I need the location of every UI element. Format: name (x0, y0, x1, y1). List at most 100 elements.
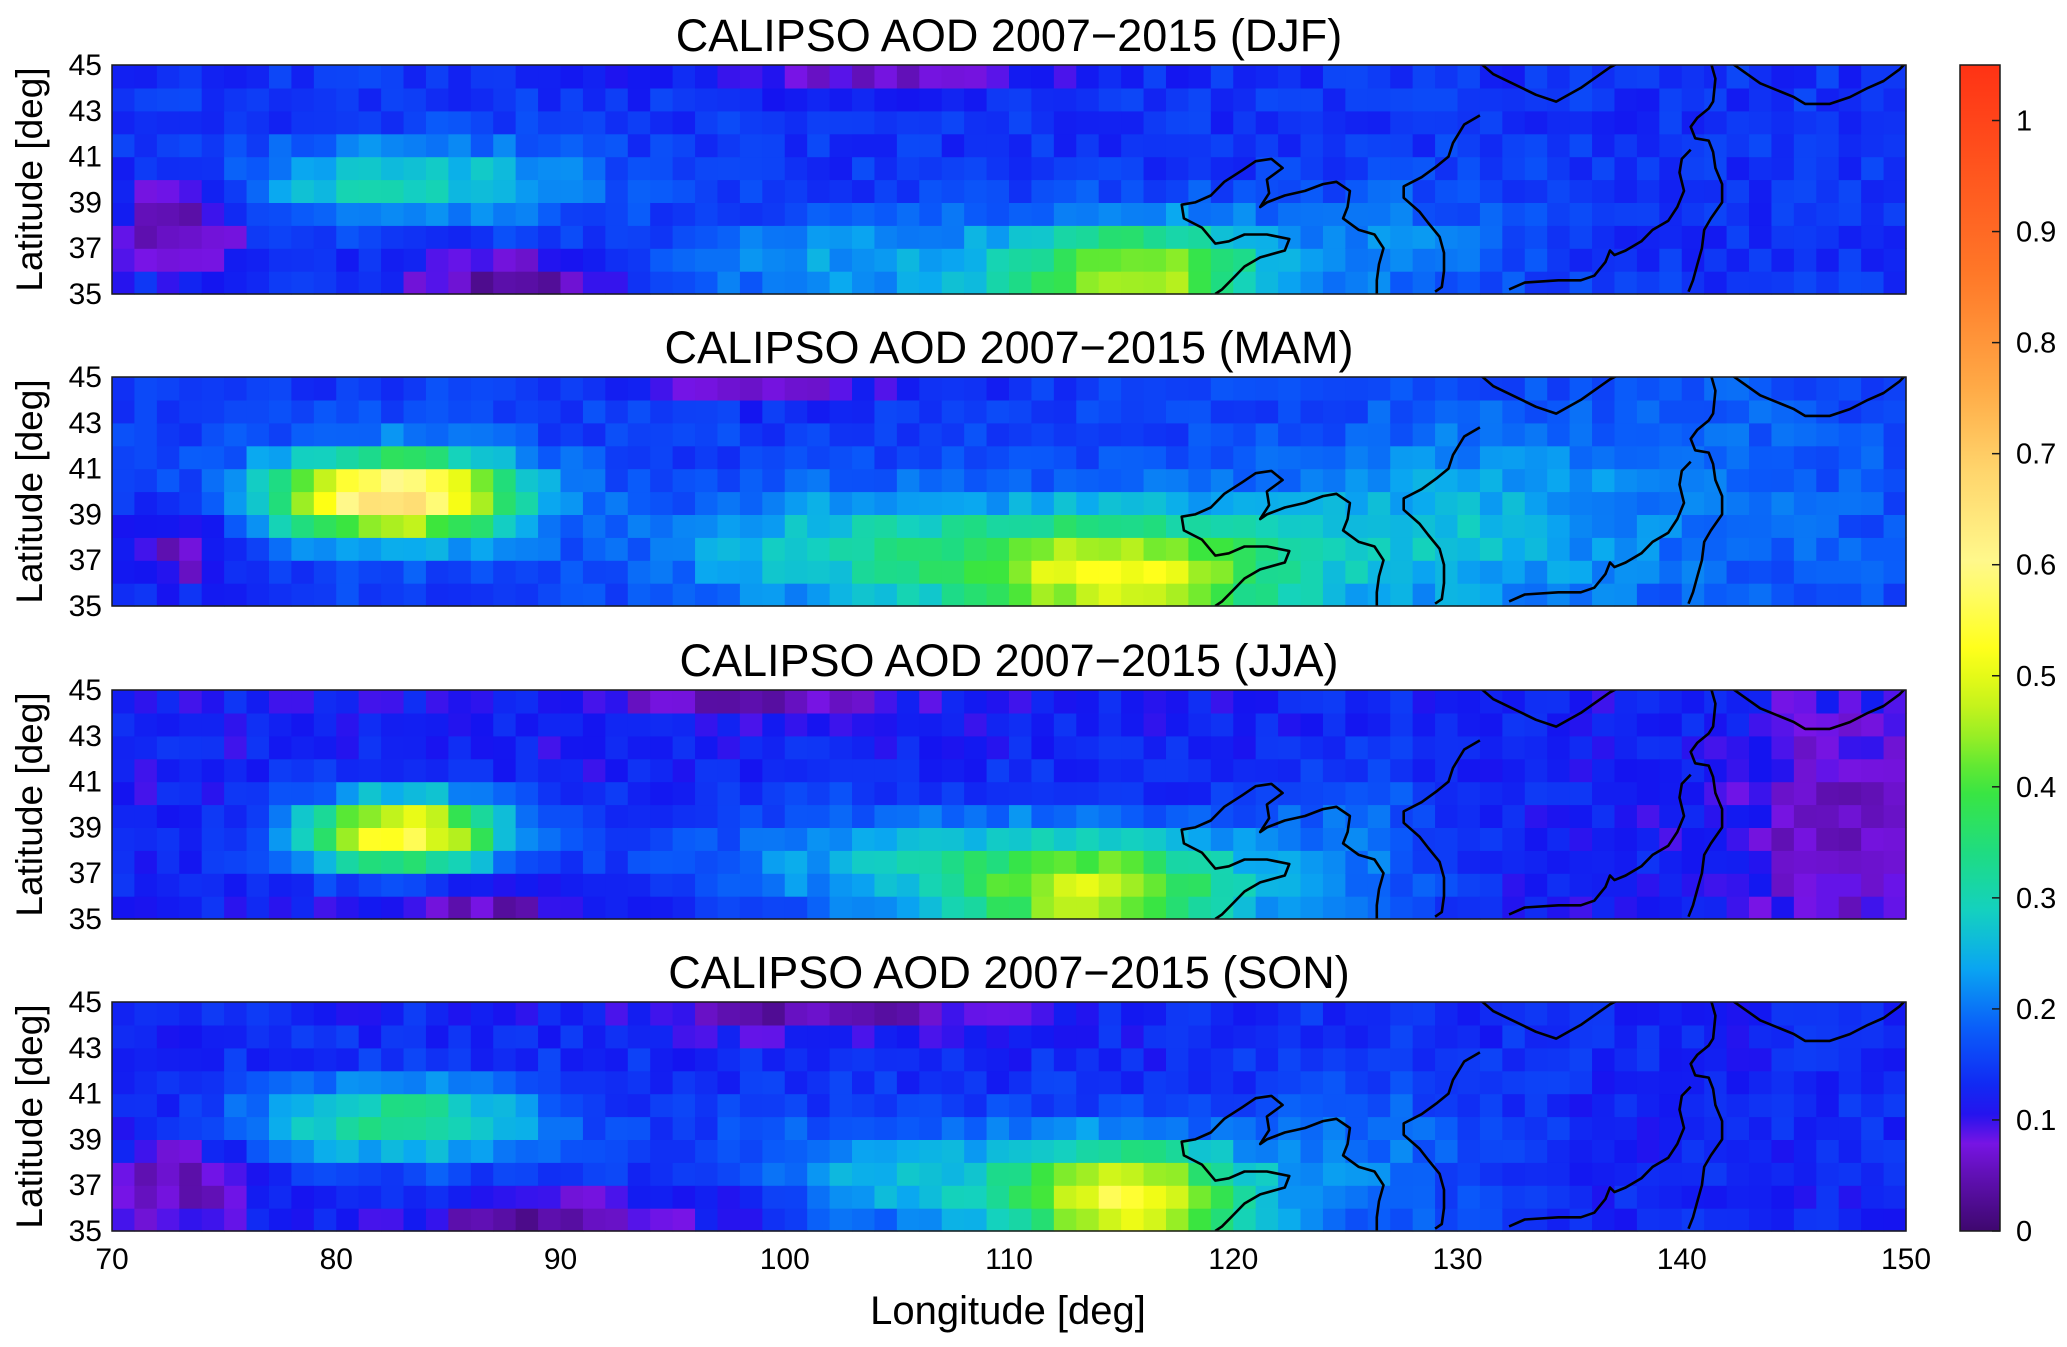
heatmap-cell (1165, 537, 1189, 561)
heatmap-cell (1009, 65, 1033, 89)
heatmap-cell (874, 399, 898, 424)
heatmap-cell (672, 271, 696, 295)
heatmap-cell (1524, 712, 1548, 737)
heatmap-cell (381, 377, 405, 401)
heatmap-cell (291, 65, 315, 89)
heatmap-cell (1659, 1116, 1683, 1140)
heatmap-cell (313, 110, 337, 135)
heatmap-cell (1614, 377, 1638, 401)
heatmap-cell (739, 827, 763, 851)
heatmap-cell (919, 422, 943, 447)
heatmap-cell (784, 1002, 808, 1026)
heatmap-cell (1143, 850, 1167, 874)
heatmap-cell (448, 445, 472, 470)
heatmap-cell (784, 87, 808, 112)
heatmap-cell (336, 781, 360, 806)
heatmap-cell (470, 1208, 494, 1232)
heatmap-cell (515, 133, 539, 158)
heatmap-cell (762, 1116, 786, 1140)
heatmap-cell (1031, 537, 1055, 561)
heatmap-cell (538, 468, 562, 493)
heatmap-cell (986, 850, 1010, 874)
heatmap-cell (403, 1185, 427, 1209)
heatmap-cell (672, 65, 696, 89)
heatmap-cell (852, 514, 876, 538)
heatmap-cell (829, 399, 853, 424)
heatmap-cell (538, 804, 562, 828)
heatmap-cell (224, 202, 248, 226)
heatmap-cell (1704, 873, 1728, 897)
heatmap-cell (1704, 735, 1728, 760)
heatmap-cell (717, 1116, 741, 1140)
heatmap-cell (1210, 781, 1234, 806)
heatmap-cell (515, 896, 539, 920)
heatmap-cell (403, 202, 427, 226)
heatmap-cell (986, 804, 1010, 828)
heatmap-cell (1861, 712, 1885, 737)
heatmap-cell (1143, 804, 1167, 828)
heatmap-cell (1053, 781, 1077, 806)
heatmap-cell (1322, 248, 1346, 272)
heatmap-cell (538, 850, 562, 874)
heatmap-cell (1771, 827, 1795, 851)
heatmap-cell (291, 537, 315, 561)
heatmap-cell (224, 560, 248, 584)
heatmap-cell (1121, 873, 1145, 897)
heatmap-cell (1479, 445, 1503, 470)
heatmap-cell (224, 1162, 248, 1186)
heatmap-cell (1749, 827, 1773, 851)
heatmap-cell (807, 399, 831, 424)
heatmap-cell (807, 560, 831, 584)
heatmap-cell (1793, 110, 1817, 135)
heatmap-cell (1210, 690, 1234, 714)
heatmap-cell (403, 156, 427, 181)
heatmap-cell (1143, 1070, 1167, 1095)
heatmap-cell (1502, 1208, 1526, 1232)
heatmap-cell (403, 110, 427, 135)
x-tick-label: 80 (320, 1243, 353, 1276)
heatmap-cell (874, 1070, 898, 1095)
coastlines (1180, 690, 1906, 919)
heatmap-cell (1592, 110, 1616, 135)
heatmap-cell (1614, 445, 1638, 470)
heatmap-cell (717, 735, 741, 760)
heatmap-cell (1592, 271, 1616, 295)
heatmap-cell (941, 1002, 965, 1026)
heatmap-cell (941, 156, 965, 181)
heatmap-cell (1569, 87, 1593, 112)
heatmap-cell (1098, 87, 1122, 112)
heatmap-cell (1569, 583, 1593, 607)
heatmap-cell (1793, 65, 1817, 89)
heatmap-cell (1121, 1070, 1145, 1095)
heatmap-cell (224, 735, 248, 760)
heatmap-cell (1502, 896, 1526, 920)
coastline (1480, 65, 1618, 103)
heatmap-cell (1569, 827, 1593, 851)
heatmap-cell (179, 1002, 203, 1026)
heatmap-cell (1726, 271, 1750, 295)
heatmap-cell (381, 514, 405, 538)
heatmap-cell (1412, 1024, 1436, 1049)
heatmap-cell (1121, 1208, 1145, 1232)
heatmap-cell (448, 491, 472, 515)
heatmap-cell (358, 514, 382, 538)
heatmap-cell (695, 537, 719, 561)
heatmap-cell (1345, 1185, 1369, 1209)
heatmap-cell (672, 1208, 696, 1232)
heatmap-cell (224, 537, 248, 561)
heatmap-cell (1121, 399, 1145, 424)
heatmap-cell (448, 1093, 472, 1118)
heatmap-cell (1749, 445, 1773, 470)
heatmap-cell (112, 537, 136, 561)
heatmap-cell (605, 1047, 629, 1072)
heatmap-cell (381, 537, 405, 561)
heatmap-cell (246, 271, 270, 295)
heatmap-cell (1569, 156, 1593, 181)
heatmap-cell (1188, 1139, 1212, 1163)
heatmap-cell (1883, 514, 1907, 538)
heatmap-cell (515, 712, 539, 737)
heatmap-cell (1704, 804, 1728, 828)
heatmap-cell (1053, 1070, 1077, 1095)
heatmap-cell (1031, 1093, 1055, 1118)
coastline (1732, 65, 1906, 106)
